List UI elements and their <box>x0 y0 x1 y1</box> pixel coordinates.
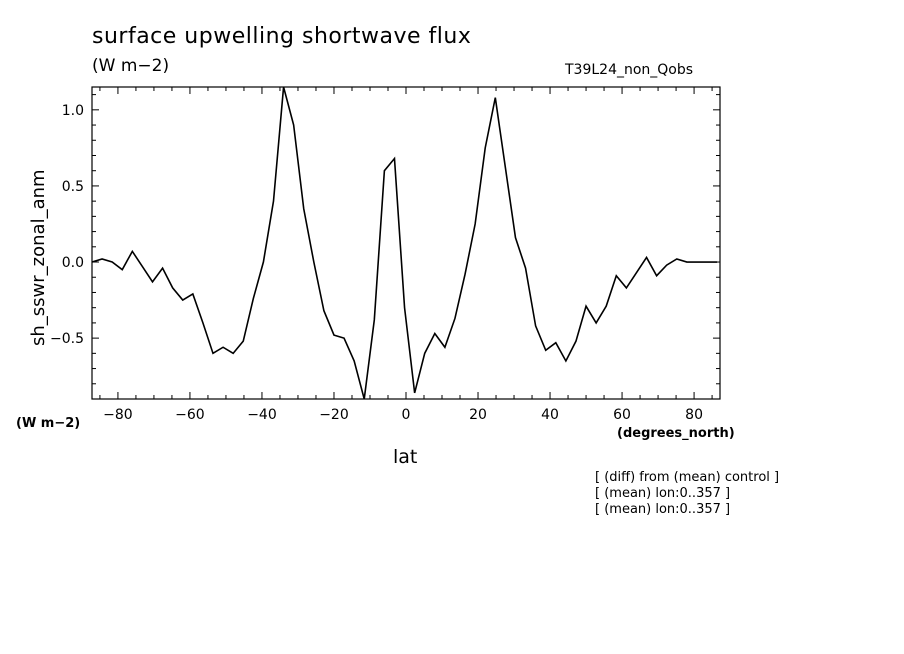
x-tick-label: 80 <box>685 407 703 423</box>
x-tick-label: −60 <box>175 407 205 423</box>
x-tick-label: 40 <box>541 407 559 423</box>
y-tick-label: 0.0 <box>62 255 84 271</box>
run-name: T39L24_non_Qobs <box>565 62 694 78</box>
y-tick-label: 0.5 <box>62 179 84 195</box>
tick-labels: −80 −60 −40 −20 0 20 40 60 80 −0.5 0.0 0.5 1.0 <box>50 103 703 423</box>
x-tick-label: 0 <box>402 407 411 423</box>
chart-units: (W m−2) <box>92 56 170 76</box>
plot-frame <box>91 86 721 400</box>
x-tick-label: −80 <box>103 407 133 423</box>
note-line: [ (diff) from (mean) control ] <box>595 470 780 485</box>
series-line <box>91 86 718 400</box>
note-line: [ (mean) lon:0..357 ] <box>595 502 731 517</box>
x-tick-label: 60 <box>613 407 631 423</box>
chart-title: surface upwelling shortwave flux <box>92 24 472 49</box>
x-tick-label: −20 <box>319 407 349 423</box>
y-tick-label: −0.5 <box>50 331 84 347</box>
x-axis-label: lat <box>393 446 418 468</box>
x-tick-label: −40 <box>247 407 277 423</box>
note-line: [ (mean) lon:0..357 ] <box>595 486 731 501</box>
axis-ticks <box>92 87 720 399</box>
x-tick-label: 20 <box>469 407 487 423</box>
x-axis-units: (degrees_north) <box>617 426 735 441</box>
y-tick-label: 1.0 <box>62 103 84 119</box>
y-axis-units: (W m−2) <box>16 416 81 431</box>
